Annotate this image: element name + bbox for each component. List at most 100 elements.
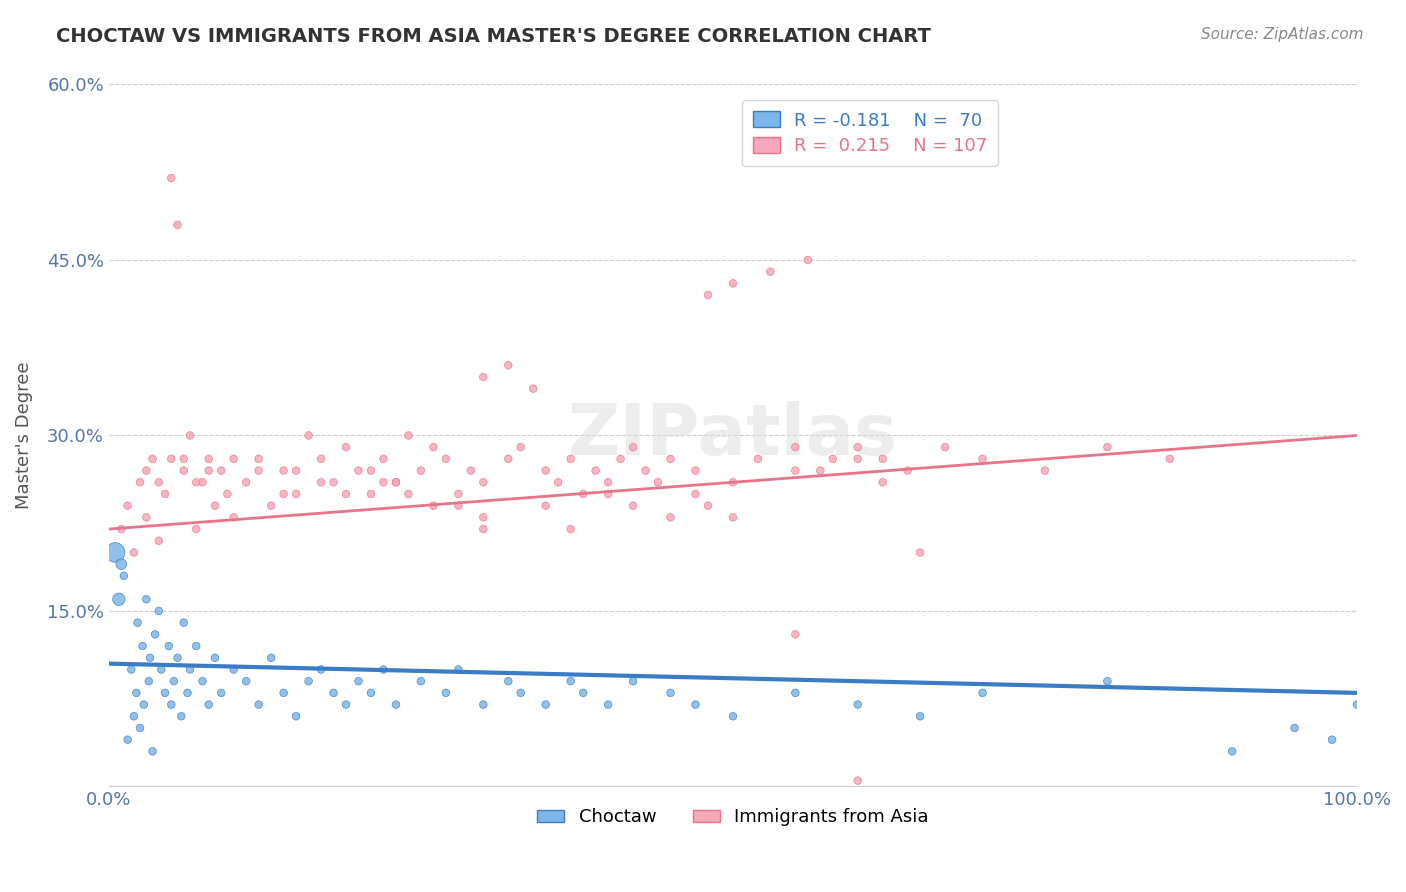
Point [498,451,520,466]
Point [609,451,631,466]
Point [547,475,569,490]
Point [1346,698,1368,712]
Point [846,451,869,466]
Point [247,698,270,712]
Point [472,510,495,524]
Point [104,545,127,559]
Point [598,487,620,501]
Point [139,650,162,665]
Point [217,487,239,501]
Point [285,487,308,501]
Point [447,499,470,513]
Point [176,686,198,700]
Point [179,428,201,442]
Point [160,451,183,466]
Text: Source: ZipAtlas.com: Source: ZipAtlas.com [1201,27,1364,42]
Point [122,545,145,559]
Point [117,732,139,747]
Point [131,639,153,653]
Point [846,698,869,712]
Point [396,487,419,501]
Point [785,464,807,478]
Point [347,464,370,478]
Point [972,686,994,700]
Point [460,464,482,478]
Point [897,464,920,478]
Point [846,773,869,788]
Point [1320,732,1343,747]
Point [173,464,195,478]
Point [472,370,495,384]
Point [120,663,142,677]
Point [135,510,157,524]
Text: ZIPatlas: ZIPatlas [568,401,898,470]
Point [1033,464,1056,478]
Point [335,440,357,454]
Point [560,451,582,466]
Point [422,499,444,513]
Point [447,663,470,677]
Point [260,650,283,665]
Point [112,569,135,583]
Point [157,639,180,653]
Point [1220,744,1243,758]
Point [498,674,520,689]
Point [721,277,744,291]
Point [285,709,308,723]
Point [808,464,831,478]
Point [125,686,148,700]
Point [209,686,232,700]
Point [872,475,894,490]
Point [585,464,607,478]
Point [659,510,682,524]
Point [872,451,894,466]
Point [222,663,245,677]
Point [166,650,188,665]
Text: CHOCTAW VS IMMIGRANTS FROM ASIA MASTER'S DEGREE CORRELATION CHART: CHOCTAW VS IMMIGRANTS FROM ASIA MASTER'S… [56,27,931,45]
Point [186,522,208,536]
Point [797,252,820,267]
Y-axis label: Master's Degree: Master's Degree [15,362,32,509]
Point [186,475,208,490]
Point [498,358,520,372]
Point [434,686,457,700]
Point [153,487,176,501]
Point [560,522,582,536]
Point [522,382,544,396]
Legend: Choctaw, Immigrants from Asia: Choctaw, Immigrants from Asia [530,801,936,834]
Point [534,698,557,712]
Point [163,674,186,689]
Point [908,545,931,559]
Point [186,639,208,653]
Point [173,615,195,630]
Point [373,451,395,466]
Point [247,464,270,478]
Point [129,721,152,735]
Point [335,487,357,501]
Point [209,464,232,478]
Point [1097,674,1119,689]
Point [129,475,152,490]
Point [360,464,382,478]
Point [1284,721,1306,735]
Point [821,451,844,466]
Point [170,709,193,723]
Point [721,709,744,723]
Point [148,475,170,490]
Point [191,475,214,490]
Point [396,428,419,442]
Point [235,475,257,490]
Point [908,709,931,723]
Point [934,440,956,454]
Point [447,487,470,501]
Point [385,475,408,490]
Point [409,464,432,478]
Point [142,744,165,758]
Point [785,627,807,641]
Point [472,475,495,490]
Point [472,698,495,712]
Point [309,451,332,466]
Point [173,451,195,466]
Point [347,674,370,689]
Point [179,663,201,677]
